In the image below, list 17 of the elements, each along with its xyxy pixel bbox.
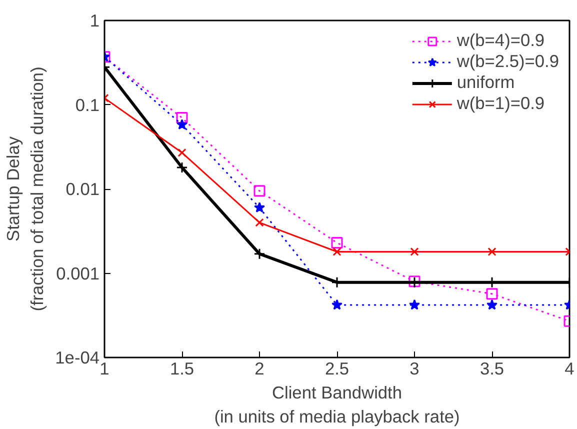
y-tick-label: 0.001: [56, 263, 100, 284]
x-tick-label: 3: [410, 358, 420, 378]
y-tick-label: 0.01: [66, 179, 100, 199]
legend-label: w(b=1)=0.9: [456, 93, 545, 114]
legend-label: uniform: [456, 72, 515, 93]
x-tick-label: 3.5: [480, 358, 504, 378]
x-tick-label: 1.5: [170, 358, 194, 378]
y-axis-title: Startup Delay (fraction of total media duration): [3, 66, 48, 312]
y-tick-label: 1e-04: [55, 348, 100, 368]
x-tick-label: 4: [564, 358, 575, 378]
y-tick-label: 1: [90, 10, 100, 30]
x-axis-title: Client Bandwidth (in units of media playback rate): [214, 382, 460, 426]
x-tick-label: 2: [254, 358, 264, 378]
legend-label: w(b=4)=0.9: [456, 30, 545, 51]
x-tick-label: 2.5: [324, 358, 350, 378]
y-tick-label: 0.1: [75, 94, 100, 115]
legend-label: w(b=2.5)=0.9: [456, 51, 559, 72]
